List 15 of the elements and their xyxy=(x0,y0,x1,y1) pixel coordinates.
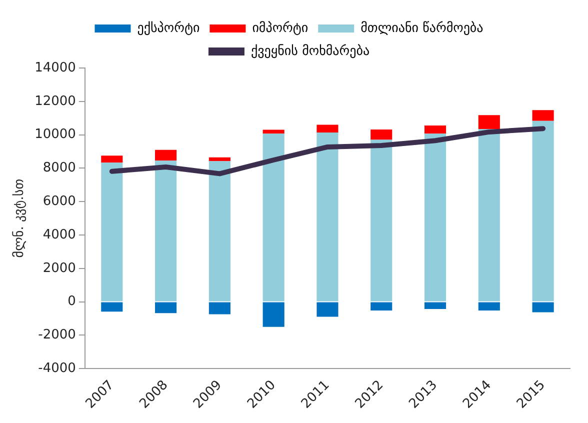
y-tick-label: 10000 xyxy=(34,127,76,142)
legend-label: მთლიანი წარმოება xyxy=(360,20,484,36)
y-tick-label: -4000 xyxy=(38,360,76,376)
y-tick-label: 2000 xyxy=(42,260,76,276)
y-tick-label: 14000 xyxy=(34,60,76,76)
y-tick-label: 0 xyxy=(68,294,76,310)
legend-label: იმპორტი xyxy=(252,20,308,36)
y-tick-label: 12000 xyxy=(34,94,76,109)
y-axis-title: მლნ. კვტ.სთ xyxy=(12,178,28,258)
legend-label: ქვეყნის მოხმარება xyxy=(250,44,370,59)
y-tick-label: 6000 xyxy=(42,194,76,209)
legend-label: ექსპორტი xyxy=(137,20,200,36)
y-tick-label: 4000 xyxy=(42,227,76,242)
y-tick-label: 8000 xyxy=(42,160,76,176)
y-tick-label: -2000 xyxy=(38,328,76,343)
